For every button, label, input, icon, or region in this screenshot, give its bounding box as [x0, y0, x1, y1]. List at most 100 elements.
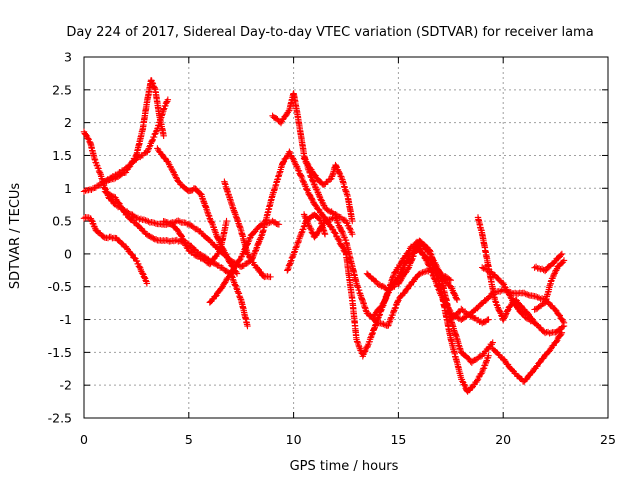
data-point-marks [412, 244, 432, 263]
data-point-marks [332, 230, 349, 256]
data-point-mark [560, 322, 568, 330]
data-point-marks [552, 331, 565, 346]
x-tick-label: 25 [600, 432, 616, 447]
grid-lines [84, 57, 608, 418]
data-point-marks [206, 287, 223, 306]
plot-frame [83, 56, 609, 419]
data-point-marks [552, 251, 564, 264]
data-point-mark [558, 250, 566, 258]
y-tick-label: -2.5 [48, 411, 72, 426]
data-series-track-20 [489, 329, 566, 385]
y-tick-label: 2 [64, 115, 72, 130]
data-point-marks [332, 214, 349, 244]
data-point-marks [342, 217, 355, 236]
y-tick-label: 0.5 [52, 214, 72, 229]
data-point-marks [426, 257, 443, 275]
data-point-marks [154, 108, 167, 132]
data-series-track-15 [370, 237, 496, 366]
y-tick-label: -0.5 [48, 279, 72, 294]
data-point-marks [541, 259, 558, 275]
data-point-marks [552, 306, 567, 325]
data-point-marks [277, 107, 292, 127]
data-point-marks [185, 220, 202, 234]
data-point-marks [217, 271, 234, 293]
data-point-marks [470, 370, 485, 388]
y-tick-labels: -2.5 -2 -1.5 -1 -0.5 0 0.5 1 1.5 2 2.5 3 [48, 50, 72, 426]
data-point-marks [447, 308, 464, 323]
data-point-marks [269, 160, 286, 198]
data-point-marks [112, 166, 128, 179]
data-series-track-1 [80, 128, 568, 360]
x-tick-label: 15 [390, 432, 406, 447]
data-point-marks [252, 264, 267, 279]
data-point-marks [311, 219, 328, 241]
data-point-marks [311, 201, 328, 221]
data-point-marks [284, 252, 297, 274]
data-point-marks [303, 185, 318, 207]
data-point-marks [300, 155, 317, 178]
data-point-marks [479, 264, 495, 276]
data-point-marks [332, 161, 345, 180]
data-point-marks [154, 145, 171, 165]
data-point-marks [500, 304, 513, 324]
data-point-marks [395, 285, 412, 304]
data-point-marks [307, 172, 322, 197]
data-point-marks [342, 250, 356, 302]
data-point-marks [133, 127, 146, 159]
data-point-marks [286, 148, 301, 171]
data-point-mark [349, 217, 356, 225]
data-point-marks [489, 345, 506, 362]
data-point-mark [453, 296, 461, 304]
y-tick-label: 2.5 [52, 82, 72, 97]
data-point-marks [101, 173, 118, 185]
data-point-mark [485, 352, 492, 359]
data-point-marks [342, 237, 360, 285]
y-axis-label: SDTVAR / TECUs [8, 183, 23, 290]
x-tick-labels: 0 5 10 15 20 25 [80, 432, 616, 447]
data-point-marks [541, 278, 555, 306]
data-point-mark [223, 217, 230, 225]
data-series-track-9 [221, 178, 274, 281]
y-tick-label: 0 [64, 246, 72, 261]
data-point-marks [474, 214, 486, 236]
data-point-marks [338, 174, 351, 200]
data-point-marks [122, 211, 139, 226]
data-point-marks [344, 195, 356, 223]
data-point-marks [269, 112, 283, 126]
data-point-marks [133, 257, 146, 277]
data-point-marks [468, 353, 485, 366]
data-series-track-3 [101, 96, 172, 185]
data-point-marks [554, 259, 567, 270]
x-tick-label: 20 [495, 432, 511, 447]
data-point-marks [479, 341, 495, 359]
x-tick-label: 10 [286, 432, 302, 447]
data-point-marks [311, 211, 323, 224]
data-series-track-10 [269, 90, 356, 238]
data-series-track-7 [160, 217, 230, 268]
data-point-mark [560, 257, 568, 264]
data-point-marks [87, 139, 98, 161]
data-point-mark [558, 329, 566, 336]
data-point-marks [191, 185, 204, 197]
data-point-mark [143, 280, 151, 287]
data-point-marks [399, 245, 414, 264]
y-tick-label: 1.5 [52, 148, 72, 163]
data-point-marks [311, 171, 326, 187]
data-point-marks [319, 176, 334, 188]
x-axis-label: GPS time / hours [290, 459, 399, 474]
data-point-marks [164, 236, 180, 245]
data-point-marks [479, 354, 492, 376]
data-point-marks [164, 158, 181, 184]
data-point-marks [510, 300, 527, 318]
data-point-marks [196, 228, 212, 243]
data-series-track-8 [206, 217, 283, 306]
data-point-marks [405, 271, 422, 290]
y-tick-label: -2 [60, 378, 72, 393]
data-point-marks [395, 265, 412, 287]
data-point-marks [221, 178, 234, 203]
data-point-marks [521, 366, 537, 385]
y-tick-label: -1 [60, 312, 72, 327]
data-series-track-12 [300, 155, 356, 225]
data-point-marks [294, 165, 309, 190]
